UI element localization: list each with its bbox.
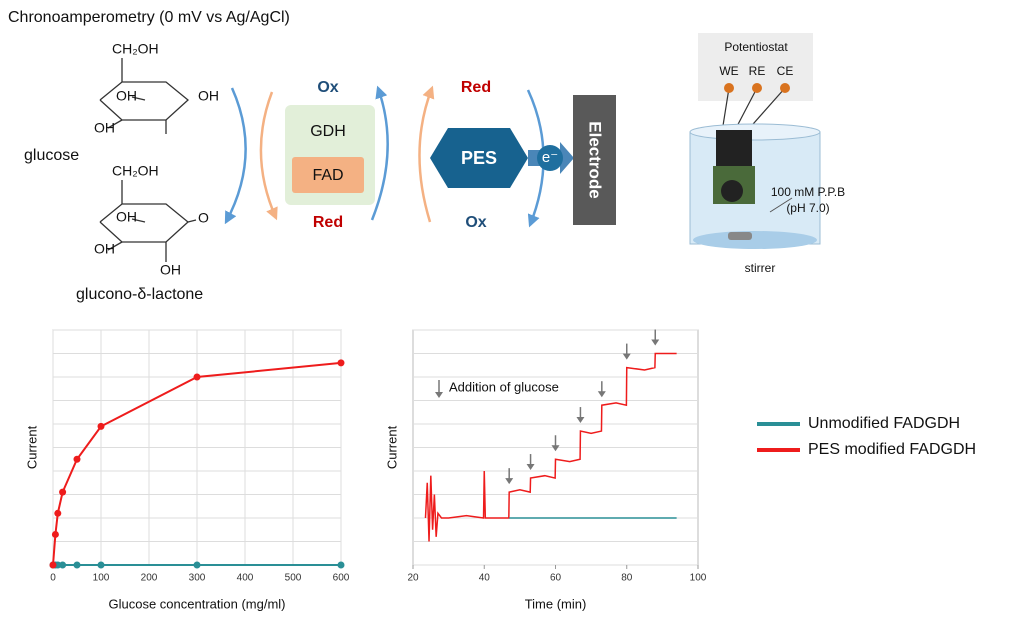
legend-label: PES modified FADGDH <box>808 441 976 458</box>
y-axis-title: Current <box>384 425 399 469</box>
beaker-rim <box>689 123 821 141</box>
glucose-arrow-head <box>505 478 514 485</box>
x-tick-label: 400 <box>237 573 254 584</box>
gdh-label: GDH <box>310 123 346 140</box>
chem-label: OH <box>94 241 115 257</box>
fad-box <box>292 157 364 193</box>
lead-label: RE <box>749 64 766 78</box>
glucose-structure <box>99 58 189 134</box>
buffer-label: 100 mM P.P.B <box>771 185 845 199</box>
ph-label: (pH 7.0) <box>786 201 829 215</box>
data-point <box>97 561 105 569</box>
data-point <box>337 359 345 367</box>
x-tick-label: 100 <box>690 573 707 584</box>
x-axis-title: Time (min) <box>525 596 587 611</box>
chem-label: CH₂OH <box>112 163 159 179</box>
x-tick-label: 60 <box>550 573 562 584</box>
lead-label: CE <box>777 64 794 78</box>
chem-label: O <box>198 210 209 226</box>
data-point <box>73 455 81 463</box>
electron-circle <box>537 145 563 171</box>
y-axis-title: Current <box>24 425 39 469</box>
chem-label: OH <box>94 120 115 136</box>
x-tick-label: 600 <box>333 573 350 584</box>
data-line <box>52 361 342 566</box>
mediator-ox: Ox <box>465 214 486 231</box>
fad-label: FAD <box>312 167 343 184</box>
x-tick-label: 80 <box>621 573 633 584</box>
glucose-arrow-head <box>597 391 606 398</box>
x-tick-label: 200 <box>141 573 158 584</box>
data-point <box>51 530 59 538</box>
glucose-arrow-head <box>651 339 660 346</box>
legend-label: Unmodified FADGDH <box>808 415 960 432</box>
data-point <box>54 561 62 569</box>
annotation-text: Addition of glucose <box>449 379 559 394</box>
x-tick-label: 100 <box>93 573 110 584</box>
glucose-arrow-head <box>551 445 560 452</box>
lead-dots <box>724 83 790 93</box>
electron-label: e⁻ <box>542 149 558 166</box>
electrode-label: Electrode <box>586 121 605 198</box>
data-point <box>59 561 67 569</box>
chem-label: OH <box>116 88 137 104</box>
chem-label: OH <box>116 209 137 225</box>
x-tick-label: 20 <box>407 573 419 584</box>
annotation-key-head <box>435 392 443 398</box>
potentiostat-label: Potentiostat <box>724 40 788 54</box>
enzyme-ox: Ox <box>317 79 338 96</box>
glucose-arrow-head <box>526 464 535 471</box>
data-point <box>54 509 62 517</box>
data-point <box>49 561 57 569</box>
chem-label: OH <box>198 88 219 104</box>
data-point <box>337 561 345 569</box>
data-point <box>193 373 201 381</box>
pointer <box>769 197 793 213</box>
sensor <box>713 130 755 204</box>
glucose-name: glucose <box>24 147 79 164</box>
x-tick-label: 40 <box>479 573 491 584</box>
data-point <box>73 561 81 569</box>
enzyme-red: Red <box>313 214 343 231</box>
x-tick-label: 500 <box>285 573 302 584</box>
electrode-block <box>573 95 616 225</box>
data-line <box>424 352 677 542</box>
x-tick-label: 0 <box>50 573 56 584</box>
mediator-red: Red <box>461 79 491 96</box>
x-tick-label: 300 <box>189 573 206 584</box>
figure-title: Chronoamperometry (0 mV vs Ag/AgCl) <box>8 9 290 26</box>
x-axis-title: Glucose concentration (mg/ml) <box>108 596 285 611</box>
glucose-arrow-head <box>622 353 631 360</box>
stirrer-label: stirrer <box>745 261 776 275</box>
beaker-bottom <box>693 231 817 249</box>
chem-label: CH₂OH <box>112 41 159 57</box>
stir-bar <box>728 232 752 240</box>
pes-hexagon <box>430 128 528 188</box>
lead-label: WE <box>719 64 738 78</box>
glucose-arrow-head <box>576 417 585 424</box>
pes-label: PES <box>461 148 497 168</box>
data-point <box>193 561 201 569</box>
lactone-name: glucono-δ-lactone <box>76 286 203 303</box>
chem-label: OH <box>160 262 181 278</box>
data-point <box>97 422 105 430</box>
lactone-structure <box>99 180 197 262</box>
data-point <box>59 488 67 496</box>
